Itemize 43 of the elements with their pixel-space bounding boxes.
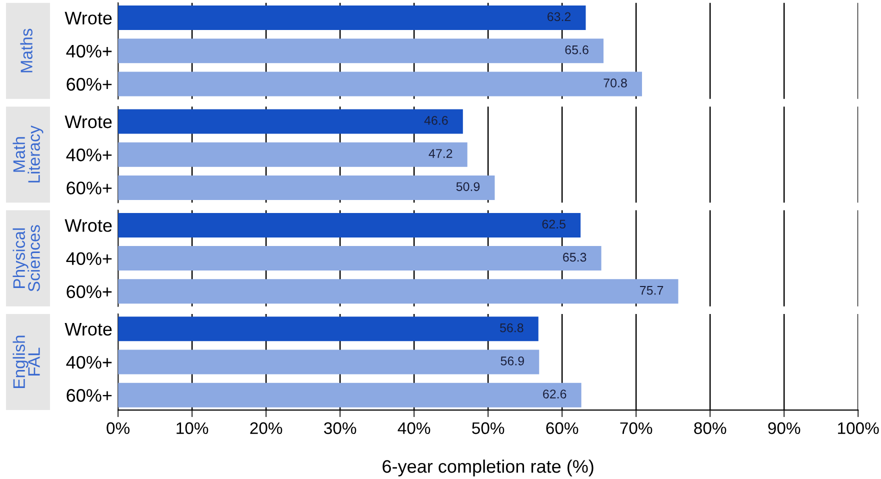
y-tick-label: Wrote (64, 219, 112, 232)
y-tick-label: 60%+ (66, 78, 112, 91)
text: English FAL (12, 336, 40, 388)
x-tick-label: 10% (176, 422, 208, 434)
y-tick-label: 40%+ (66, 44, 112, 58)
data-label: 62.6 (543, 390, 566, 398)
x-tick-label: 0% (106, 422, 130, 434)
y-tick-label: 40%+ (66, 356, 112, 369)
y-tick-label: Wrote (64, 323, 112, 336)
data-label: 56.9 (500, 356, 524, 366)
data-label: 56.8 (500, 323, 524, 332)
bar (118, 316, 538, 342)
data-label: 65.6 (565, 45, 588, 54)
x-tick-label: 20% (250, 422, 282, 434)
data-label: 75.7 (640, 286, 664, 295)
y-tick-label: 60%+ (66, 182, 112, 194)
y-tick-label: 60%+ (66, 389, 112, 402)
text: Math Literacy (12, 125, 44, 182)
x-tick-label: 70% (620, 422, 652, 434)
x-tick-label: 100% (838, 422, 879, 434)
y-tick-label: Wrote (64, 12, 112, 24)
x-tick-label: 80% (694, 422, 726, 434)
text: Physical Sciences (12, 225, 40, 292)
y-tick-label: 40%+ (66, 148, 112, 162)
x-tick-label: 30% (324, 422, 356, 434)
data-label: 62.5 (542, 220, 566, 229)
bar (118, 382, 582, 408)
x-tick-label: 40% (398, 422, 430, 434)
x-tick-label: 60% (546, 422, 578, 434)
data-label: 50.9 (456, 182, 480, 192)
data-label: 46.6 (424, 116, 448, 125)
bar (118, 350, 540, 374)
y-tick-label: Wrote (64, 116, 112, 128)
text: Maths (20, 28, 32, 72)
y-tick-label: 60%+ (66, 285, 112, 298)
data-label: 65.3 (563, 252, 586, 262)
x-tick-label: 90% (768, 422, 800, 434)
x-axis-title: 6-year completion rate (%) (382, 460, 594, 476)
data-label: 70.8 (604, 78, 627, 88)
y-tick-label: 40%+ (66, 252, 112, 266)
data-label: 47.2 (428, 149, 452, 158)
x-tick-label: 50% (472, 422, 504, 434)
data-label: 63.2 (548, 12, 571, 22)
